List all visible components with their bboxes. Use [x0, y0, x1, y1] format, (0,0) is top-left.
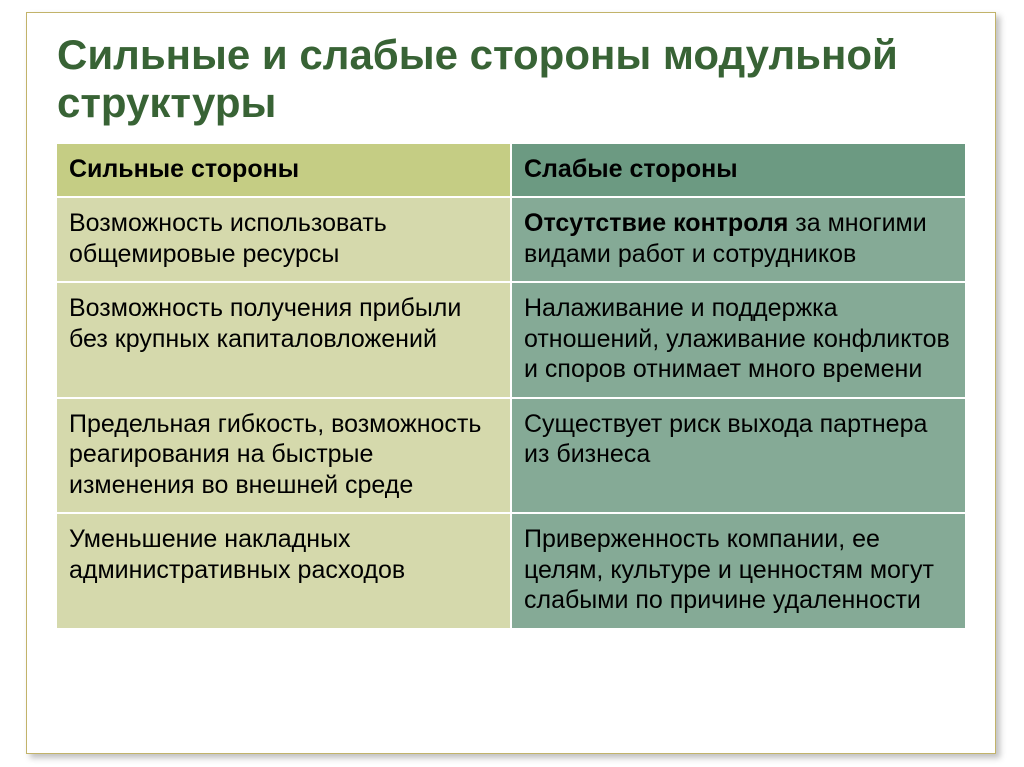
- table-row: Предельная гибкость, возможность реагиро…: [56, 398, 966, 514]
- table-header-row: Сильные стороны Слабые стороны: [56, 143, 966, 198]
- weakness-cell: Отсутствие контроля за многими видами ра…: [511, 197, 966, 282]
- slide-frame: Сильные и слабые стороны модульной струк…: [26, 12, 996, 754]
- slide-title: Сильные и слабые стороны модульной струк…: [27, 13, 995, 142]
- weakness-cell: Приверженность компании, ее целям, культ…: [511, 513, 966, 629]
- weakness-bold: Отсутствие контроля: [524, 209, 788, 237]
- strength-cell: Уменьшение накладных административных ра…: [56, 513, 511, 629]
- strength-cell: Возможность получения прибыли без крупны…: [56, 282, 511, 398]
- weakness-cell: Налаживание и поддержка отношений, улажи…: [511, 282, 966, 398]
- strength-cell: Предельная гибкость, возможность реагиро…: [56, 398, 511, 514]
- strength-cell: Возможность использовать общемировые рес…: [56, 197, 511, 282]
- header-strengths: Сильные стороны: [56, 143, 511, 198]
- weakness-cell: Существует риск выхода партнера из бизне…: [511, 398, 966, 514]
- table-row: Уменьшение накладных административных ра…: [56, 513, 966, 629]
- comparison-table: Сильные стороны Слабые стороны Возможнос…: [55, 142, 967, 630]
- header-weaknesses: Слабые стороны: [511, 143, 966, 198]
- table-row: Возможность получения прибыли без крупны…: [56, 282, 966, 398]
- table-row: Возможность использовать общемировые рес…: [56, 197, 966, 282]
